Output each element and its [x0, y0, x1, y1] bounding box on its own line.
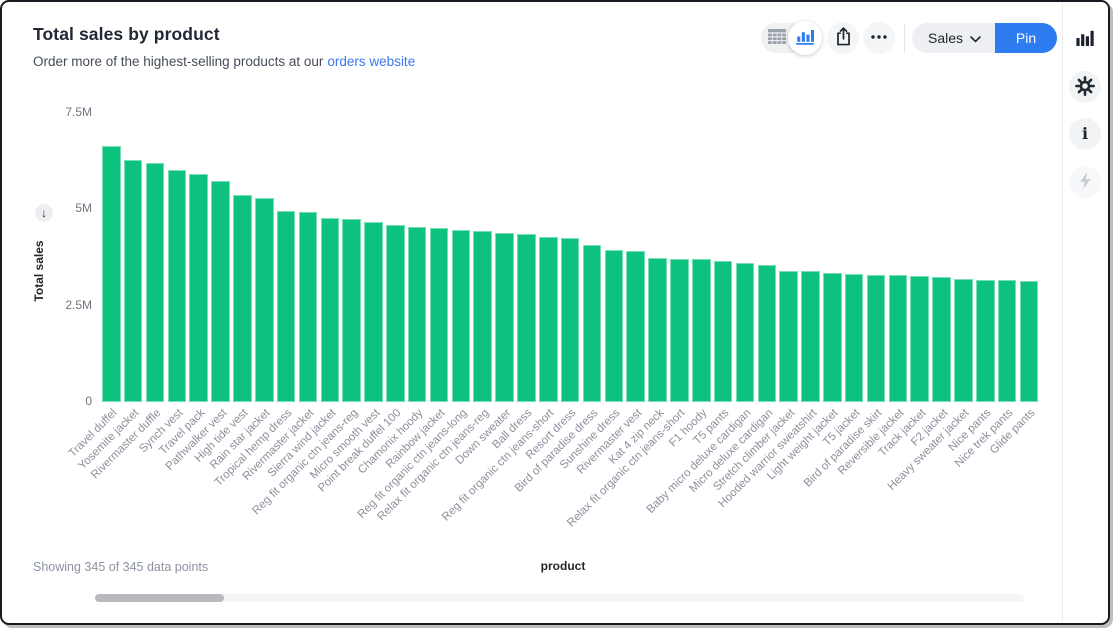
share-export-icon [834, 26, 853, 50]
bar[interactable] [735, 263, 755, 402]
bar[interactable] [298, 212, 318, 402]
lightning-icon [1078, 171, 1093, 193]
bar[interactable] [407, 226, 427, 402]
bar[interactable] [320, 217, 340, 402]
bar[interactable] [910, 275, 930, 402]
viz-toggle [761, 21, 822, 55]
bar[interactable] [801, 271, 820, 402]
orders-website-link[interactable]: orders website [327, 54, 416, 69]
bar[interactable] [189, 173, 208, 402]
bar[interactable] [844, 274, 864, 402]
info-button[interactable]: i [1069, 118, 1101, 150]
bar[interactable] [233, 194, 252, 402]
bar[interactable] [495, 232, 514, 402]
bar[interactable] [582, 244, 602, 402]
info-icon: i [1081, 124, 1089, 143]
more-options-button[interactable] [863, 22, 895, 54]
bar-chart-icon [796, 29, 814, 48]
bar[interactable] [823, 272, 842, 402]
bar[interactable] [888, 275, 908, 402]
chart-view-button[interactable] [788, 21, 822, 55]
bar[interactable] [691, 259, 711, 402]
bar[interactable] [626, 250, 645, 402]
bar[interactable] [779, 270, 798, 402]
bar[interactable] [342, 218, 361, 402]
y-axis-tick-label: 5M [75, 201, 92, 216]
bar[interactable] [145, 163, 165, 402]
data-points-status: Showing 345 of 345 data points [33, 560, 209, 574]
bar[interactable] [713, 261, 733, 402]
bar[interactable] [451, 229, 471, 402]
bar[interactable] [517, 234, 536, 402]
horizontal-scrollbar[interactable] [95, 594, 1024, 602]
bar[interactable] [560, 238, 580, 402]
bar[interactable] [997, 280, 1017, 402]
gear-icon [1075, 75, 1095, 99]
bar[interactable] [670, 258, 689, 402]
bar[interactable] [364, 222, 383, 402]
bar[interactable] [866, 274, 886, 402]
bar[interactable] [386, 225, 405, 402]
page-subtitle: Order more of the highest-selling produc… [33, 54, 415, 69]
bar[interactable] [976, 279, 995, 402]
x-axis-title: product [540, 559, 586, 573]
bar[interactable] [167, 169, 187, 402]
collection-dropdown[interactable]: Sales [912, 23, 996, 53]
collection-label: Sales [928, 30, 964, 46]
scrollbar-thumb[interactable] [95, 594, 224, 602]
toolbar-divider [904, 24, 905, 52]
table-view-button[interactable] [762, 23, 792, 53]
bar-chart-icon [1076, 30, 1094, 49]
settings-button[interactable] [1069, 71, 1101, 103]
bar[interactable] [757, 265, 777, 402]
bar[interactable] [276, 210, 296, 402]
bar[interactable] [211, 181, 230, 402]
bar[interactable] [954, 278, 973, 402]
y-axis-tick-label: 7.5M [65, 105, 92, 120]
bar[interactable] [604, 249, 624, 402]
bar[interactable] [1019, 280, 1039, 402]
share-button[interactable] [827, 22, 859, 54]
bar[interactable] [429, 228, 449, 402]
bar[interactable] [648, 257, 667, 402]
bar-chart: Total sales ↓ 0 2.5M 5M 7.5M Travel duffel Yo… [2, 2, 1065, 587]
right-sidebar: i [1062, 2, 1108, 622]
bar[interactable] [932, 277, 951, 402]
subtitle-text: Order more of the highest-selling produc… [33, 54, 324, 69]
y-axis-tick-label: 2.5M [65, 297, 92, 312]
bar[interactable] [473, 231, 493, 402]
sort-descending-button[interactable]: ↓ [35, 204, 53, 222]
ellipsis-icon [870, 28, 888, 49]
toolbar: Sales Pin [2, 2, 1065, 74]
visualization-button[interactable] [1069, 23, 1101, 55]
bar[interactable] [102, 145, 121, 402]
bar[interactable] [254, 197, 274, 402]
bar[interactable] [539, 236, 558, 402]
actions-button[interactable] [1069, 166, 1101, 198]
collection-pin-group: Sales Pin [912, 23, 1058, 53]
pin-button[interactable]: Pin [995, 23, 1058, 53]
y-axis-tick-label: 0 [85, 394, 92, 408]
page-title: Total sales by product [33, 24, 220, 44]
table-grid-icon [768, 29, 786, 47]
chevron-down-icon [970, 30, 981, 46]
bar[interactable] [123, 160, 143, 402]
